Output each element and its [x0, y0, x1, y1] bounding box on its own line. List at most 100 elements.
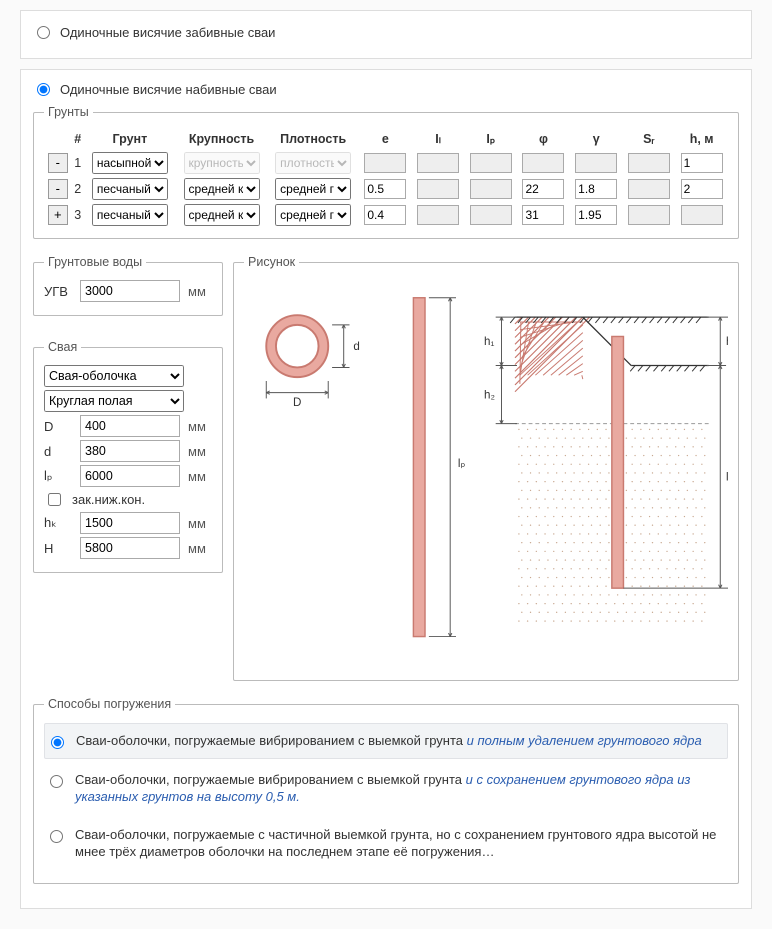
cell-Ip — [470, 179, 512, 199]
groundwater-fieldset: Грунтовые воды УГВ мм — [33, 255, 223, 316]
cell-phi — [522, 153, 564, 173]
cell-gamma[interactable] — [575, 205, 617, 225]
cell-h[interactable] — [681, 153, 723, 173]
radio-bored-label: Одиночные висячие набивные сваи — [60, 82, 277, 97]
method-radio[interactable] — [51, 736, 64, 749]
row-btn[interactable]: - — [48, 153, 68, 173]
density-select[interactable]: средней г — [275, 204, 351, 226]
pile-H-label: H — [44, 541, 74, 556]
radio-bored-piles[interactable] — [37, 83, 50, 96]
gw-label: УГВ — [44, 284, 74, 299]
method-item[interactable]: Сваи-оболочки, погружаемые вибрированием… — [44, 723, 728, 759]
pile-H-input[interactable] — [80, 537, 180, 559]
col-soil: Грунт — [84, 127, 176, 150]
pile-D-label: D — [44, 419, 74, 434]
cell-h[interactable] — [681, 179, 723, 199]
soil-type-select[interactable]: песчаный — [92, 178, 168, 200]
cell-gamma — [575, 153, 617, 173]
cell-Il — [417, 205, 459, 225]
pile-closed-end-label: зак.ниж.кон. — [72, 492, 145, 507]
radio-driven-label: Одиночные висячие забивные сваи — [60, 25, 275, 40]
method-text: Сваи-оболочки, погружаемые вибрированием… — [76, 732, 702, 750]
figure-legend: Рисунок — [244, 255, 299, 269]
table-row: +3песчаныйсредней ксредней г — [44, 202, 728, 228]
pile-d-label: d — [44, 444, 74, 459]
gw-unit: мм — [188, 284, 206, 299]
cell-Ip — [470, 153, 512, 173]
soil-type-select[interactable]: насыпной — [92, 152, 168, 174]
col-idx: # — [71, 127, 84, 150]
table-row: -2 песчаный средней к средней г — [44, 176, 728, 202]
svg-text:D: D — [293, 396, 301, 409]
svg-text:d: d — [353, 340, 359, 353]
method-item[interactable]: Сваи-оболочки, погружаемые вибрированием… — [44, 763, 728, 814]
pile-legend: Свая — [44, 340, 81, 354]
density-select[interactable]: плотность — [275, 152, 351, 174]
cell-Ip — [470, 205, 512, 225]
pile-lp-input[interactable] — [80, 465, 180, 487]
cell-Sr — [628, 153, 670, 173]
pile-shape-select[interactable]: Круглая полая — [44, 390, 184, 412]
col-phi: φ — [517, 127, 570, 150]
col-gamma: γ — [570, 127, 623, 150]
soil-type-select[interactable]: песчаный — [92, 204, 168, 226]
cell-phi[interactable] — [522, 179, 564, 199]
grain-select[interactable]: средней к — [184, 204, 260, 226]
cell-Sr — [628, 179, 670, 199]
method-item[interactable]: Сваи-оболочки, погружаемые с частичной в… — [44, 818, 728, 869]
figure-fieldset: Рисунок Ddlₚh₁h₂hₖlₚH — [233, 255, 739, 681]
soils-legend: Грунты — [44, 105, 93, 119]
svg-text:lₚ: lₚ — [458, 457, 466, 470]
row-idx: 2 — [74, 182, 81, 196]
pile-type-select[interactable]: Свая-оболочка — [44, 365, 184, 387]
method-radio[interactable] — [50, 830, 63, 843]
method-text: Сваи-оболочки, погружаемые вибрированием… — [75, 771, 722, 806]
gw-legend: Грунтовые воды — [44, 255, 146, 269]
cell-h — [681, 205, 723, 225]
cell-Il — [417, 153, 459, 173]
pile-d-input[interactable] — [80, 440, 180, 462]
row-btn[interactable]: - — [48, 179, 68, 199]
cell-gamma[interactable] — [575, 179, 617, 199]
pile-lp-label: lₚ — [44, 468, 74, 484]
grain-select[interactable]: средней к — [184, 178, 260, 200]
soils-table: # Грунт Крупность Плотность e Iₗ Iₚ φ γ … — [44, 127, 728, 228]
method-text: Сваи-оболочки, погружаемые с частичной в… — [75, 826, 722, 861]
gw-input[interactable] — [80, 280, 180, 302]
col-Sr: Sᵣ — [623, 127, 676, 150]
cell-phi[interactable] — [522, 205, 564, 225]
pile-D-input[interactable] — [80, 415, 180, 437]
col-e: e — [359, 127, 412, 150]
col-grain: Крупность — [176, 127, 268, 150]
cell-e — [364, 153, 406, 173]
svg-text:lₚ: lₚ — [726, 471, 728, 484]
methods-fieldset: Способы погружения Сваи-оболочки, погруж… — [33, 697, 739, 884]
cell-e[interactable] — [364, 205, 406, 225]
option-panel-driven: Одиночные висячие забивные сваи — [20, 10, 752, 59]
table-row: -1 насыпной крупность плотность — [44, 150, 728, 176]
row-idx: 1 — [74, 156, 81, 170]
pile-hk-input[interactable] — [80, 512, 180, 534]
pile-fieldset: Свая Свая-оболочка Круглая полая Dмм dмм… — [33, 340, 223, 573]
svg-text:h₁: h₁ — [484, 335, 494, 348]
svg-text:hₖ: hₖ — [726, 335, 728, 348]
grain-select[interactable]: крупность — [184, 152, 260, 174]
soils-fieldset: Грунты # Грунт Крупность Плотность e Iₗ … — [33, 105, 739, 239]
cell-Sr — [628, 205, 670, 225]
methods-legend: Способы погружения — [44, 697, 175, 711]
pile-closed-end-checkbox[interactable] — [48, 493, 61, 506]
col-density: Плотность — [267, 127, 359, 150]
col-Ip: Iₚ — [464, 127, 517, 150]
pile-hk-label: hₖ — [44, 515, 74, 531]
col-h: h, м — [675, 127, 728, 150]
option-panel-bored: Одиночные висячие набивные сваи Грунты #… — [20, 69, 752, 909]
method-radio[interactable] — [50, 775, 63, 788]
row-btn[interactable]: + — [48, 205, 68, 225]
density-select[interactable]: средней г — [275, 178, 351, 200]
cell-e[interactable] — [364, 179, 406, 199]
radio-driven-piles[interactable] — [37, 26, 50, 39]
svg-text:h₂: h₂ — [484, 388, 495, 401]
figure-svg: Ddlₚh₁h₂hₖlₚH — [244, 277, 728, 667]
col-Il: Iₗ — [412, 127, 465, 150]
cell-Il — [417, 179, 459, 199]
